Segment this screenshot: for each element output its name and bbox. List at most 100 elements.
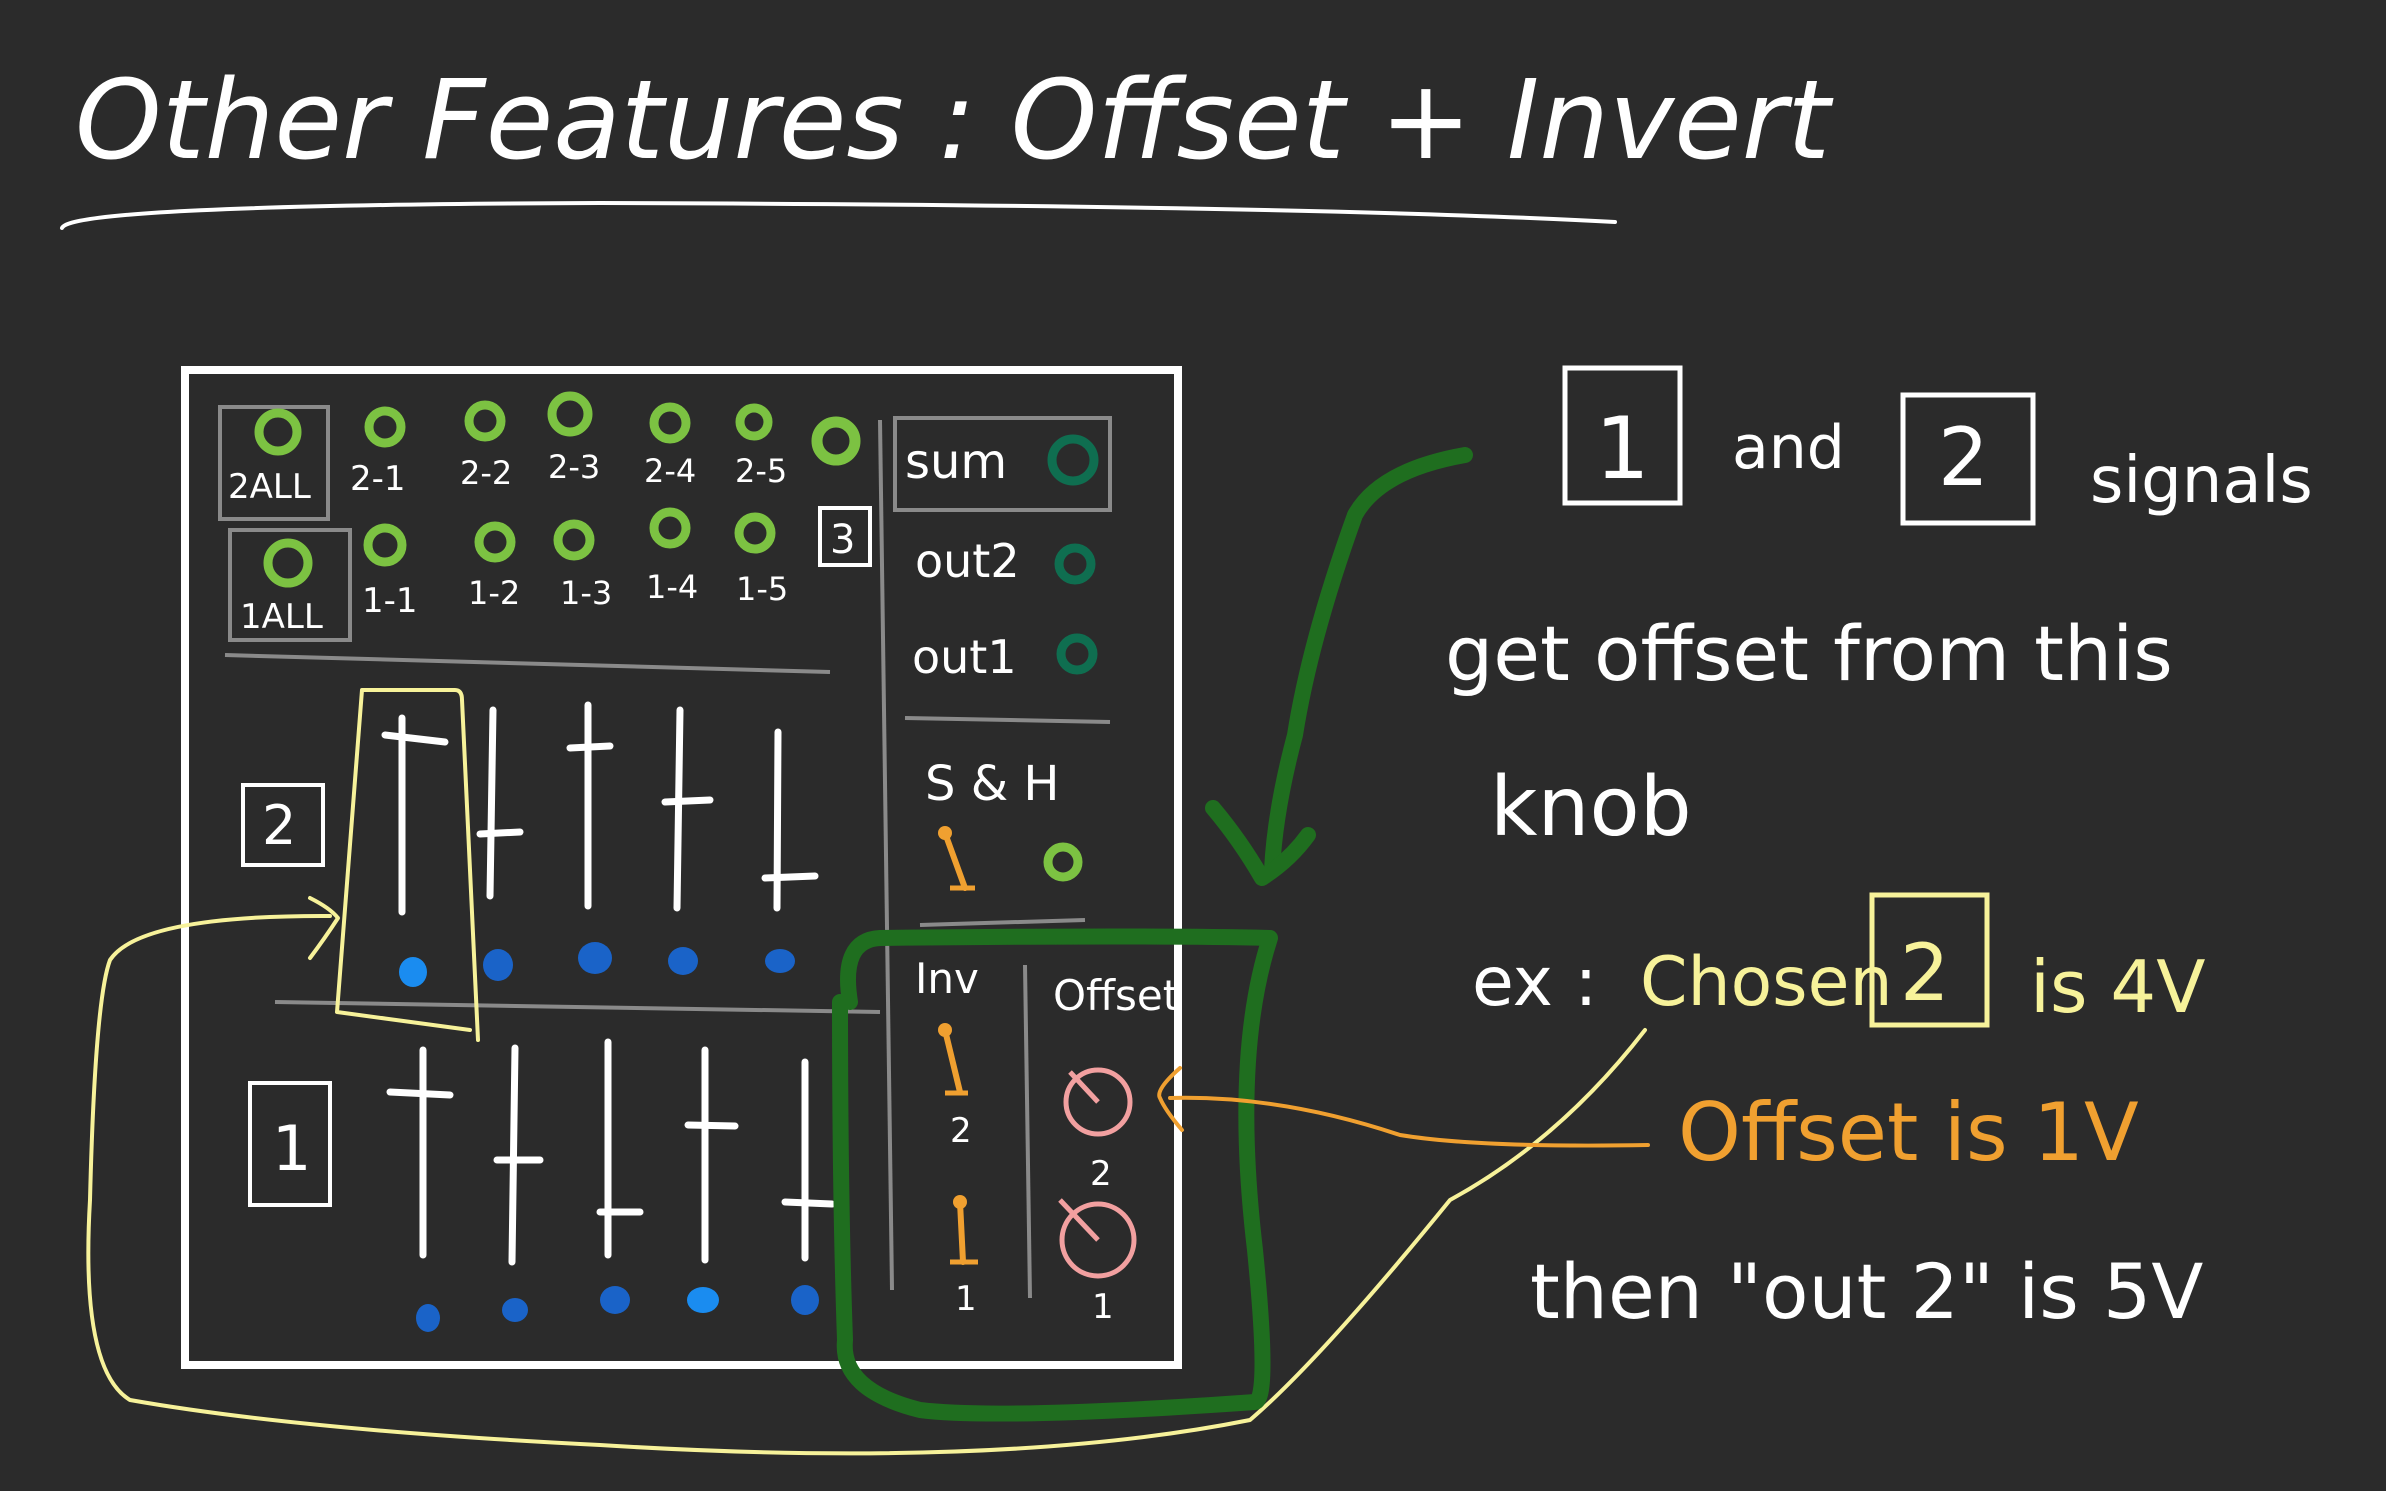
label-1-5: 1-5 [736,570,788,608]
jack-sum[interactable] [1047,434,1099,486]
module-divider-middle [274,1000,881,1014]
jack-2-3[interactable] [547,391,593,437]
note-ex: ex : [1472,943,1597,1022]
inv-number-1: 1 [955,1279,977,1319]
jack-1-5[interactable] [734,512,776,554]
label-2-3: 2-3 [548,448,600,486]
note-chosen-box [1869,892,1990,1028]
note-and: and [1732,413,1845,483]
green-highlight-box [832,928,1278,1422]
jack-2all[interactable] [254,408,302,456]
inv-offset-divider [1023,964,1032,1299]
fader-2-2-cap[interactable] [476,828,524,838]
box-1all [228,528,352,642]
offset-knobs: 2 1 [1058,1067,1137,1327]
jack-1all[interactable] [263,538,313,588]
led-2-3 [578,942,612,974]
module-divider-right-2 [919,918,1086,927]
sh-toggle[interactable] [942,830,968,891]
fader-box-1 [248,1081,332,1207]
jack-extra[interactable] [811,416,861,466]
module-divider-right [904,716,1111,724]
highlight-fader-2-1 [335,688,480,1042]
yellow-arrowhead [308,896,340,960]
offset-number-1: 1 [1092,1287,1114,1327]
note-line-2: get offset from this [1445,609,2173,698]
note-chosen-box-label: 2 [1900,929,1950,1019]
fader-2-4-cap[interactable] [661,796,714,806]
label-sum: sum [905,434,1007,490]
led-1-2 [502,1298,528,1322]
jack-1-2[interactable] [474,521,516,563]
label-1-4: 1-4 [646,568,698,606]
offset-knob-1[interactable] [1059,1201,1137,1279]
inv-toggle-2[interactable] [942,1027,963,1095]
fader-2-5-cap[interactable] [761,872,819,882]
inv-toggles: 2 1 [938,1023,978,1319]
row2-jacks: 2ALL 2-1 2-2 2-3 2-4 2-5 [218,391,861,521]
note-offset-is-1v: Offset is 1V [1678,1086,2139,1179]
led-1-1 [416,1304,440,1332]
label-2-2: 2-2 [460,454,512,492]
label-2-4: 2-4 [644,452,696,490]
title-underline [60,201,1617,230]
label-offset: Offset [1053,971,1179,1020]
jack-sh[interactable] [1043,842,1083,882]
fader-2-2-track [486,706,497,900]
jack-2-5[interactable] [735,403,773,441]
label-1-3: 1-3 [560,574,612,612]
sample-hold-section: S & H [925,756,1083,891]
label-out2: out2 [915,534,1020,588]
module-divider-vertical [878,419,894,1291]
module-divider-top [224,653,831,674]
jack-1-1[interactable] [363,523,407,567]
fader-2-1-cap[interactable] [381,731,449,746]
fader-box-2 [241,783,325,867]
fader-1-5-cap[interactable] [781,1198,836,1208]
fader-1-1-cap[interactable] [386,1088,454,1099]
offset-knob-1-pointer [1058,1198,1100,1242]
label-2-1: 2-1 [350,459,406,499]
jack-2-2[interactable] [464,400,506,442]
note-box-1 [1562,365,1683,506]
fader-box-1-label: 1 [272,1112,311,1185]
inv-number-2: 2 [950,1111,972,1151]
jack-out2[interactable] [1054,543,1096,585]
led-1-3 [600,1286,630,1314]
label-1all: 1ALL [240,597,323,637]
note-line-3: knob [1490,760,1692,855]
outputs-section: sum out2 out1 [893,416,1112,684]
offset-number-2: 2 [1090,1154,1112,1194]
fader-box-2-label: 2 [262,794,296,857]
faders-bank-2 [381,701,819,916]
note-signals: signals [2090,444,2313,518]
jack-2-1[interactable] [364,406,406,448]
fader-1-2-track [508,1044,519,1266]
fader-2-4-track [673,706,684,912]
fader-2-5-track [773,728,782,912]
inv-toggle-1[interactable] [957,1199,966,1265]
jack-out1[interactable] [1056,633,1098,675]
fader-1-4-cap[interactable] [684,1121,739,1130]
note-chosen: Chosen [1640,943,1893,1022]
orange-arrow [1168,1095,1650,1148]
jack-1-3[interactable] [553,519,595,561]
offset-knob-2[interactable] [1063,1067,1133,1137]
leds-bank-1 [416,1285,819,1332]
jack-2-4[interactable] [649,402,691,444]
faders-bank-1 [386,1038,836,1266]
led-2-2 [483,949,513,981]
sum-box [893,416,1112,512]
row1-jacks: 1ALL 1-1 1-2 1-3 1-4 1-5 [228,507,788,642]
led-2-1 [399,957,427,987]
note-box-2 [1900,392,2036,526]
yellow-loop-arrow [86,913,1647,1456]
label-2all: 2ALL [228,467,311,507]
led-2-5 [765,949,795,973]
green-arrowhead [1205,800,1316,886]
jack-1-4[interactable] [649,507,691,549]
note-box-2-label: 2 [1938,411,1989,504]
note-box-1-label: 1 [1595,399,1650,499]
fader-2-3-cap[interactable] [566,742,614,752]
